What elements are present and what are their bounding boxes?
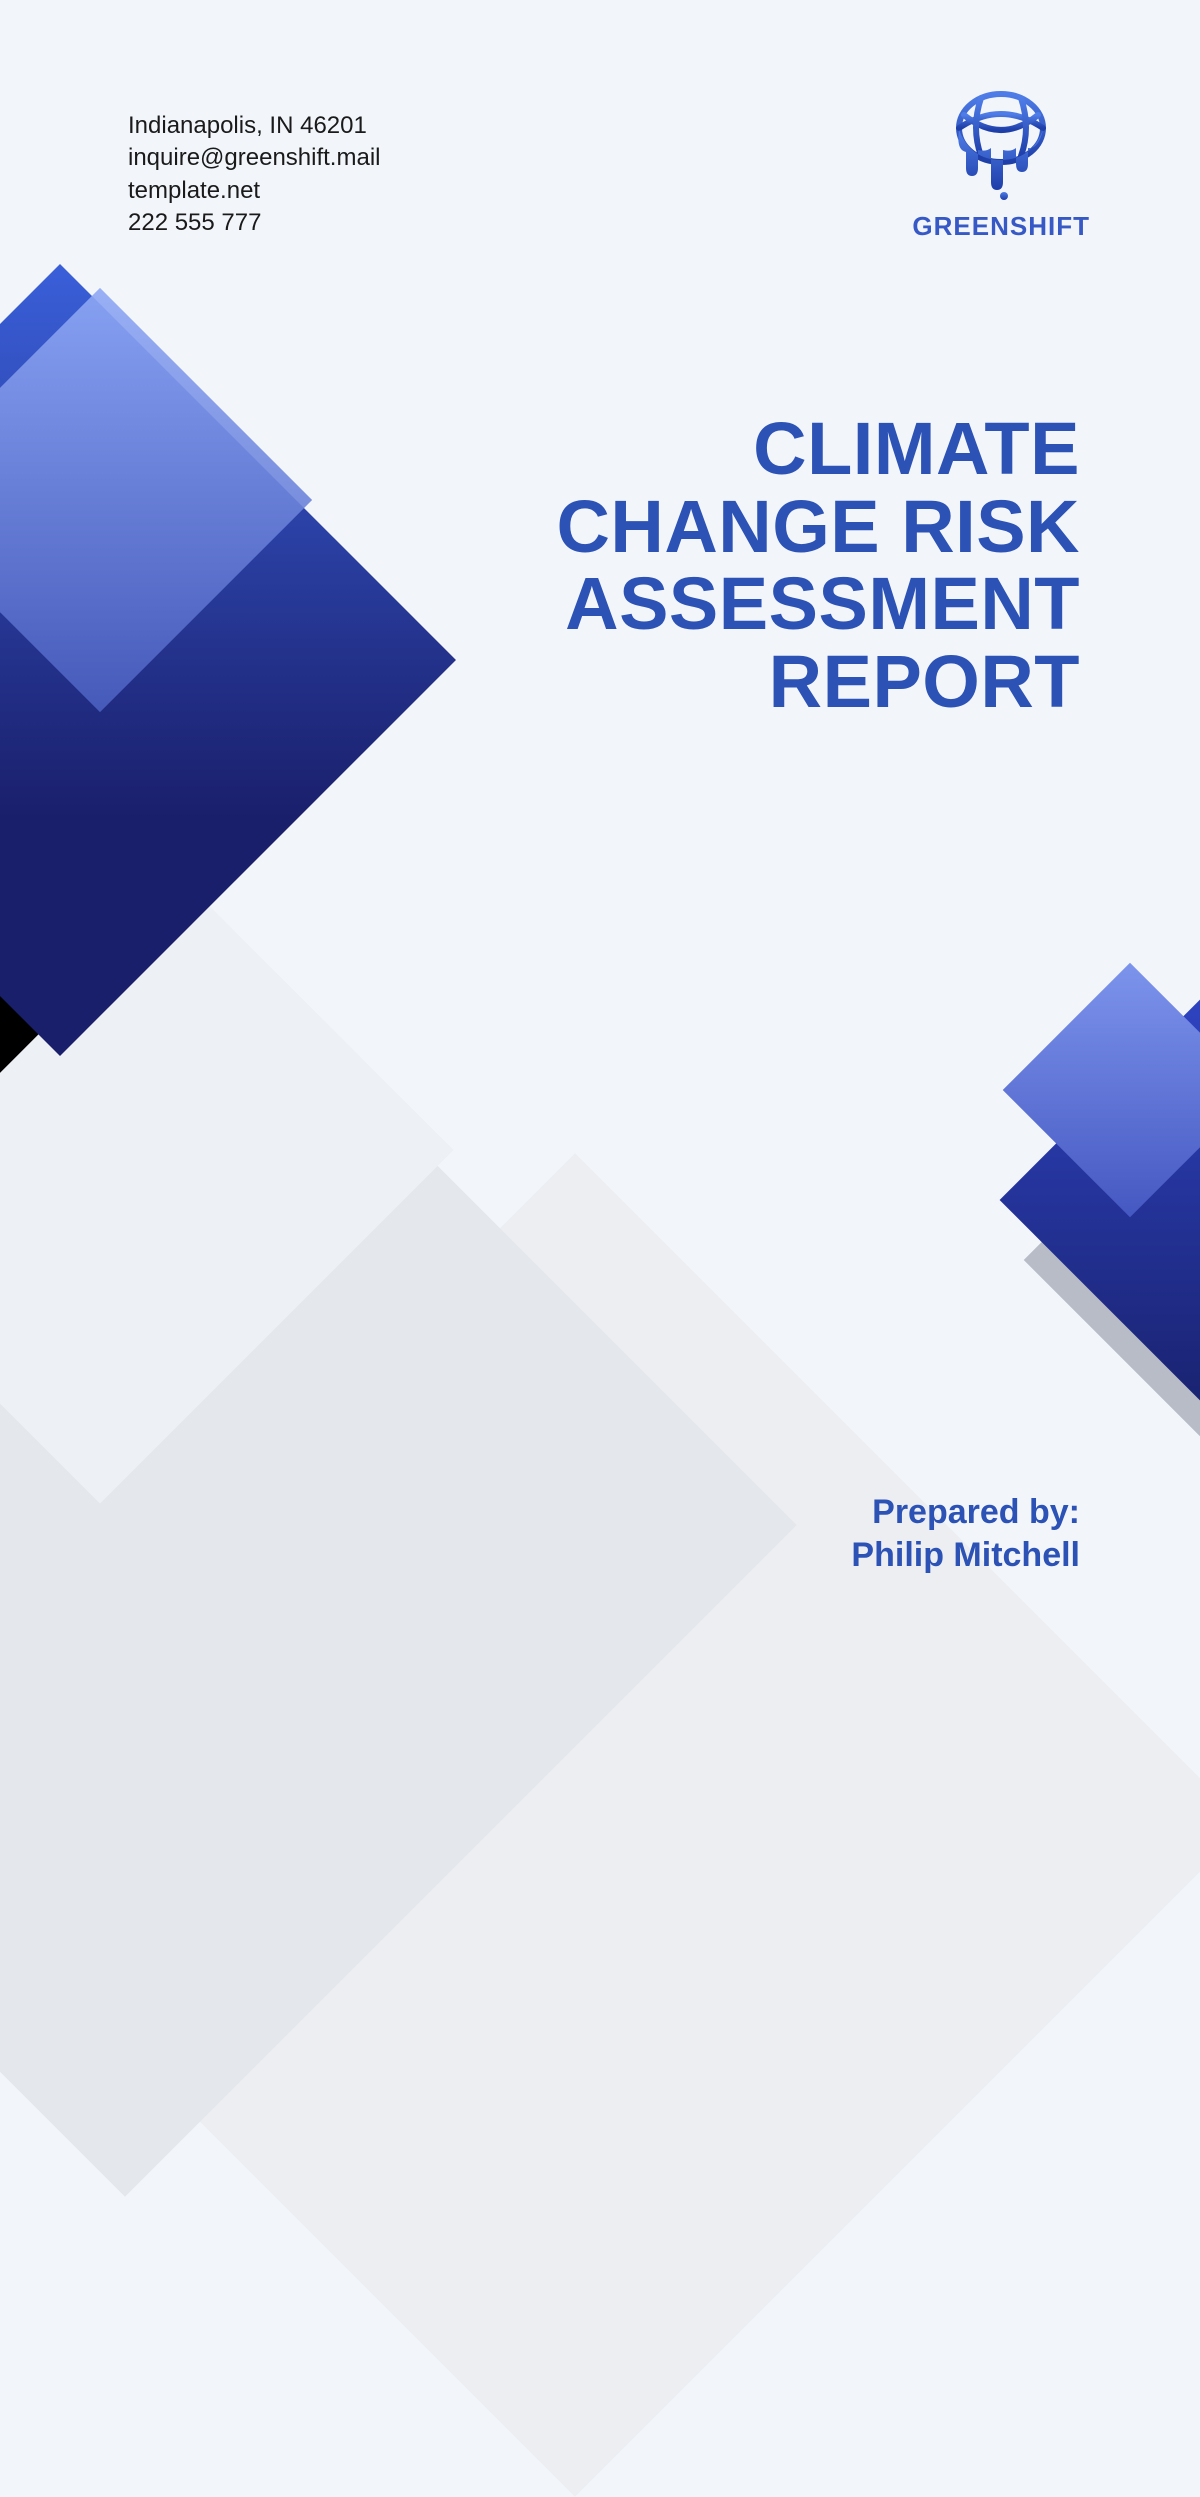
- title-line-2: CHANGE RISK: [556, 488, 1080, 566]
- melting-globe-icon: [936, 187, 1066, 204]
- prepared-by-block: Prepared by: Philip Mitchell: [851, 1491, 1080, 1576]
- title-line-1: CLIMATE: [556, 410, 1080, 488]
- contact-email: inquire@greenshift.mail: [128, 142, 380, 174]
- prepared-by-label: Prepared by:: [851, 1491, 1080, 1534]
- brand-logo-block: GREENSHIFT: [912, 90, 1090, 242]
- contact-block: Indianapolis, IN 46201 inquire@greenshif…: [128, 110, 380, 240]
- title-line-3: ASSESSMENT: [556, 565, 1080, 643]
- contact-phone: 222 555 777: [128, 207, 380, 239]
- contact-address: Indianapolis, IN 46201: [128, 110, 380, 142]
- report-title: CLIMATE CHANGE RISK ASSESSMENT REPORT: [556, 410, 1080, 721]
- title-line-4: REPORT: [556, 643, 1080, 721]
- prepared-by-name: Philip Mitchell: [851, 1534, 1080, 1577]
- brand-name: GREENSHIFT: [912, 211, 1090, 242]
- contact-website: template.net: [128, 175, 380, 207]
